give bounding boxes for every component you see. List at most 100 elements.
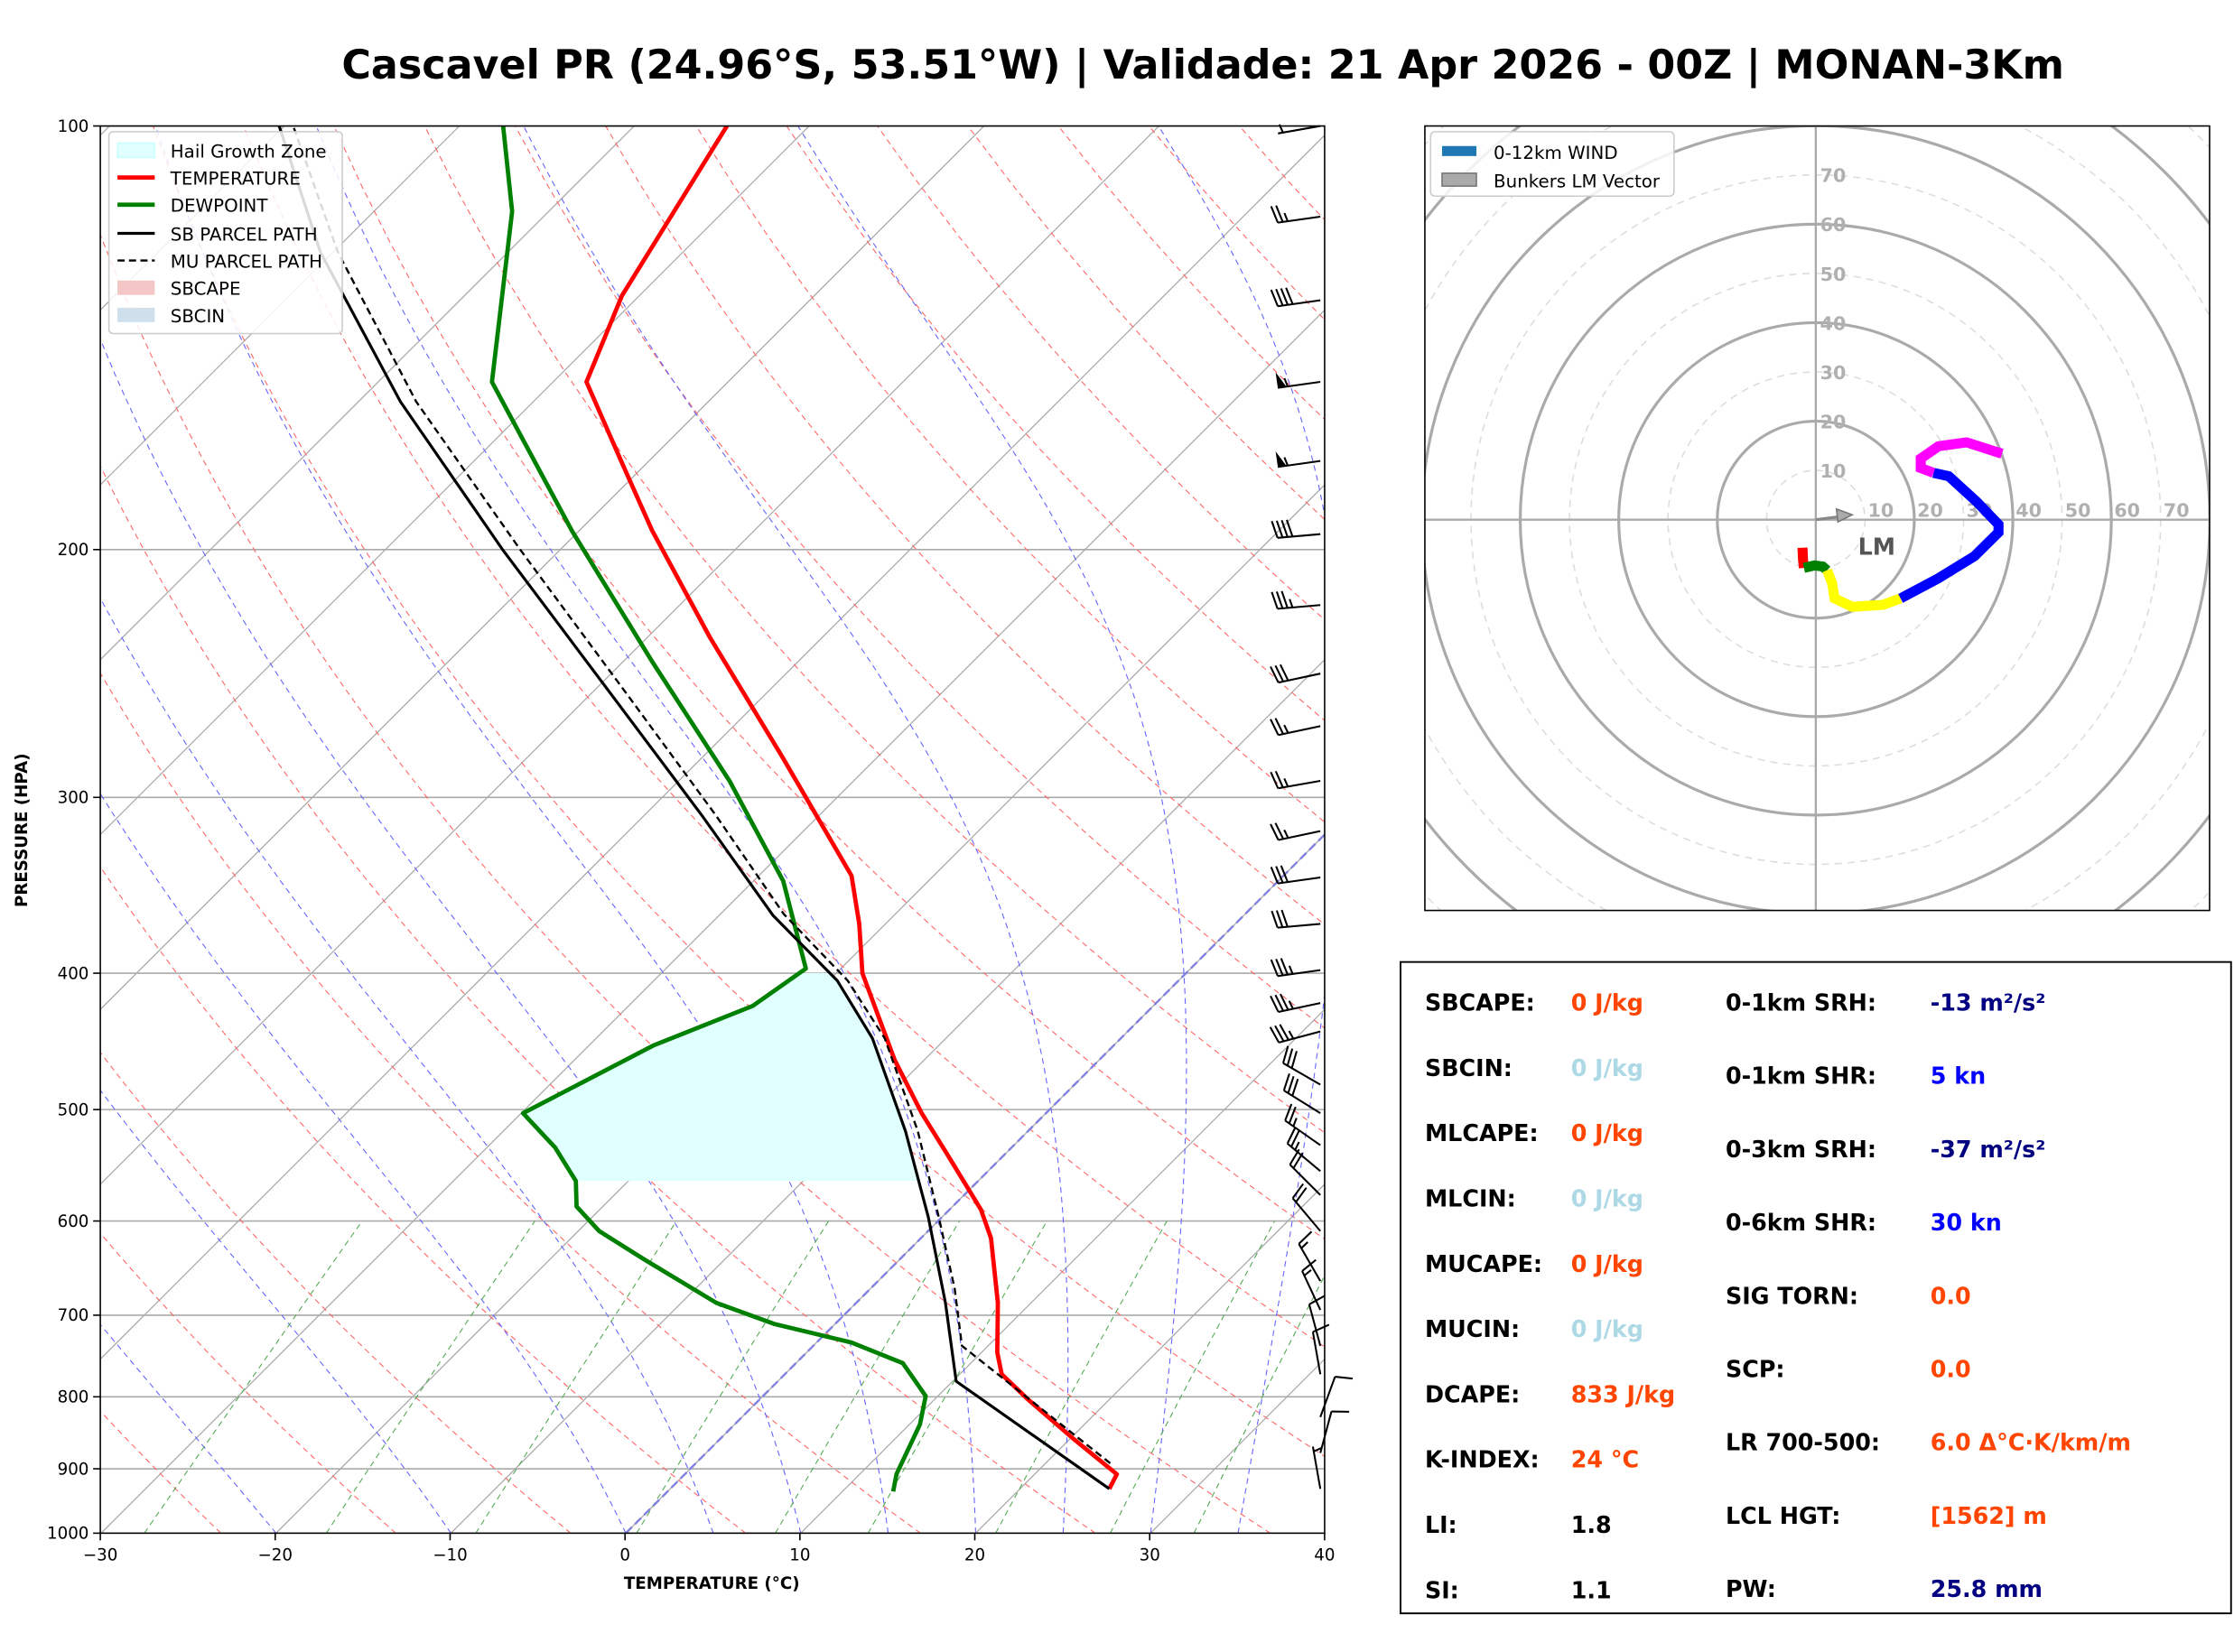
legend-label: TEMPERATURE: [170, 169, 301, 190]
index-label: MUCIN:: [1425, 1315, 1520, 1342]
wind-barb: [1311, 1323, 1330, 1375]
index-value: 30 kn: [1931, 1209, 2002, 1236]
index-label: LI:: [1425, 1511, 1457, 1538]
wind-barb: [1281, 1045, 1321, 1086]
index-value: 0.0: [1931, 1282, 1971, 1309]
hodograph-frame: [1424, 125, 2211, 912]
skewt-profiles: [277, 125, 1120, 1492]
hodograph-ring-label: 20: [1820, 411, 1847, 432]
index-value: 25.8 mm: [1931, 1575, 2043, 1602]
hodograph-trace: [1822, 568, 1903, 612]
isotherm-line: [100, 125, 810, 836]
isotherm-line: [100, 125, 461, 487]
isotherm-line: [100, 309, 1325, 1534]
y-tick-label: 500: [58, 1100, 89, 1119]
wind-barb: [1284, 1103, 1321, 1146]
x-tick-label: −10: [433, 1546, 467, 1565]
wind-barb: [1275, 372, 1321, 389]
x-tick-label: 30: [1140, 1546, 1160, 1565]
x-tick-label: 40: [1314, 1546, 1335, 1565]
indices-panel: SBCAPE: 0 J/kg SBCIN: 0 J/kg MLCAPE: 0 J/kg ML…: [1400, 961, 2232, 1615]
x-axis-label: TEMPERATURE (°C): [624, 1574, 800, 1593]
mixing-ratio-line: [867, 1220, 1047, 1534]
x-tick-label: −20: [258, 1546, 293, 1565]
wind-barb: [1298, 1230, 1322, 1282]
isotherm-line: [450, 658, 1325, 1534]
index-label: LCL HGT:: [1726, 1502, 1840, 1529]
dry-adiabat-line: [333, 125, 1325, 1240]
skewt-frame: [99, 125, 1326, 1535]
legend-label: SBCIN: [171, 306, 225, 327]
wind-barb: [1270, 993, 1321, 1013]
mixing-ratio-line: [636, 1220, 830, 1534]
x-tick-label: 10: [789, 1546, 810, 1565]
legend-swatch-wind: [1441, 145, 1477, 156]
wind-barbs: [1269, 124, 1354, 1490]
index-label: SIG TORN:: [1726, 1282, 1858, 1309]
index-label: MLCIN:: [1425, 1185, 1516, 1212]
lm-label: LM: [1858, 534, 1895, 561]
hodograph-ring-label: 70: [1820, 165, 1847, 187]
hodograph-ring: [1424, 125, 2210, 911]
dewpoint-line: [489, 125, 928, 1492]
wind-barb: [1269, 1024, 1321, 1044]
isotherm-line: [975, 1183, 1325, 1534]
index-value: 24 °C: [1571, 1446, 1639, 1473]
index-value: 0.0: [1931, 1356, 1971, 1383]
y-tick-label: 200: [58, 541, 89, 560]
dry-adiabat-line: [786, 125, 1325, 721]
wind-barb: [1289, 1148, 1321, 1196]
sb-parcel-line: [277, 125, 1111, 1490]
dry-adiabat-line: [100, 1051, 572, 1534]
dry-adiabat-line: [243, 125, 1325, 1348]
moist-adiabat-line: [1158, 125, 1325, 1534]
legend-swatch-sbcin: [117, 307, 155, 322]
x-tick-label: −30: [83, 1546, 117, 1565]
index-label: PW:: [1726, 1575, 1776, 1602]
index-label: SBCAPE:: [1425, 989, 1535, 1016]
index-label: DCAPE:: [1425, 1380, 1520, 1407]
hail-growth-zone: [524, 973, 919, 1182]
skewt-legend: Hail Growth Zone TEMPERATURE DEWPOINT SB…: [107, 131, 343, 335]
index-value: 1.1: [1571, 1576, 1612, 1603]
skewt-axis-ticks: −30 −20 −10 0 10 20 30 40 100 200 300 400 500 600 700 8…: [47, 117, 1335, 1565]
isotherm-line: [625, 833, 1325, 1534]
index-label: SI:: [1425, 1576, 1459, 1603]
dry-adiabat-line: [100, 464, 1096, 1534]
dry-adiabat-line: [100, 233, 1271, 1534]
hodograph-trace: [1898, 468, 2004, 603]
wind-barb: [1271, 909, 1321, 929]
lm-arrow-head-icon: [1835, 507, 1855, 524]
legend-label: SBCAPE: [171, 279, 241, 300]
y-tick-label: 600: [58, 1212, 89, 1231]
dry-adiabat-line: [152, 125, 1325, 1458]
index-value: 0 J/kg: [1571, 1054, 1643, 1081]
index-value: -13 m²/s²: [1931, 989, 2046, 1016]
dry-adiabat-line: [100, 1410, 222, 1534]
legend-label: Bunkers LM Vector: [1494, 172, 1661, 192]
index-label: 0-6km SHR:: [1726, 1209, 1876, 1236]
index-value: 6.0 Δ°C·K/km/m: [1931, 1429, 2131, 1456]
moist-adiabat-line: [100, 597, 714, 1534]
hodograph-trace: [1915, 437, 2004, 478]
wind-barb: [1271, 590, 1321, 610]
hodograph-legend: 0-12km WIND Bunkers LM Vector: [1429, 131, 1675, 198]
legend-label: MU PARCEL PATH: [171, 252, 322, 273]
wind-barb: [1319, 1410, 1350, 1453]
mixing-ratio-line: [325, 1220, 535, 1534]
hodograph-ring-label: 40: [1820, 312, 1847, 334]
wind-barb: [1270, 822, 1321, 841]
index-label: 0-1km SHR:: [1726, 1063, 1876, 1090]
wind-barb: [1282, 1072, 1321, 1115]
hodograph-ring-label: 50: [1820, 264, 1847, 285]
index-label: SBCIN:: [1425, 1054, 1513, 1081]
moist-adiabat-line: [100, 1089, 451, 1534]
y-tick-label: 800: [58, 1388, 89, 1407]
index-label: 0-1km SRH:: [1726, 989, 1876, 1016]
index-label: K-INDEX:: [1425, 1446, 1540, 1473]
wind-barb: [1270, 718, 1321, 737]
mixing-ratio-line: [144, 1220, 363, 1534]
x-tick-label: 0: [619, 1546, 630, 1565]
